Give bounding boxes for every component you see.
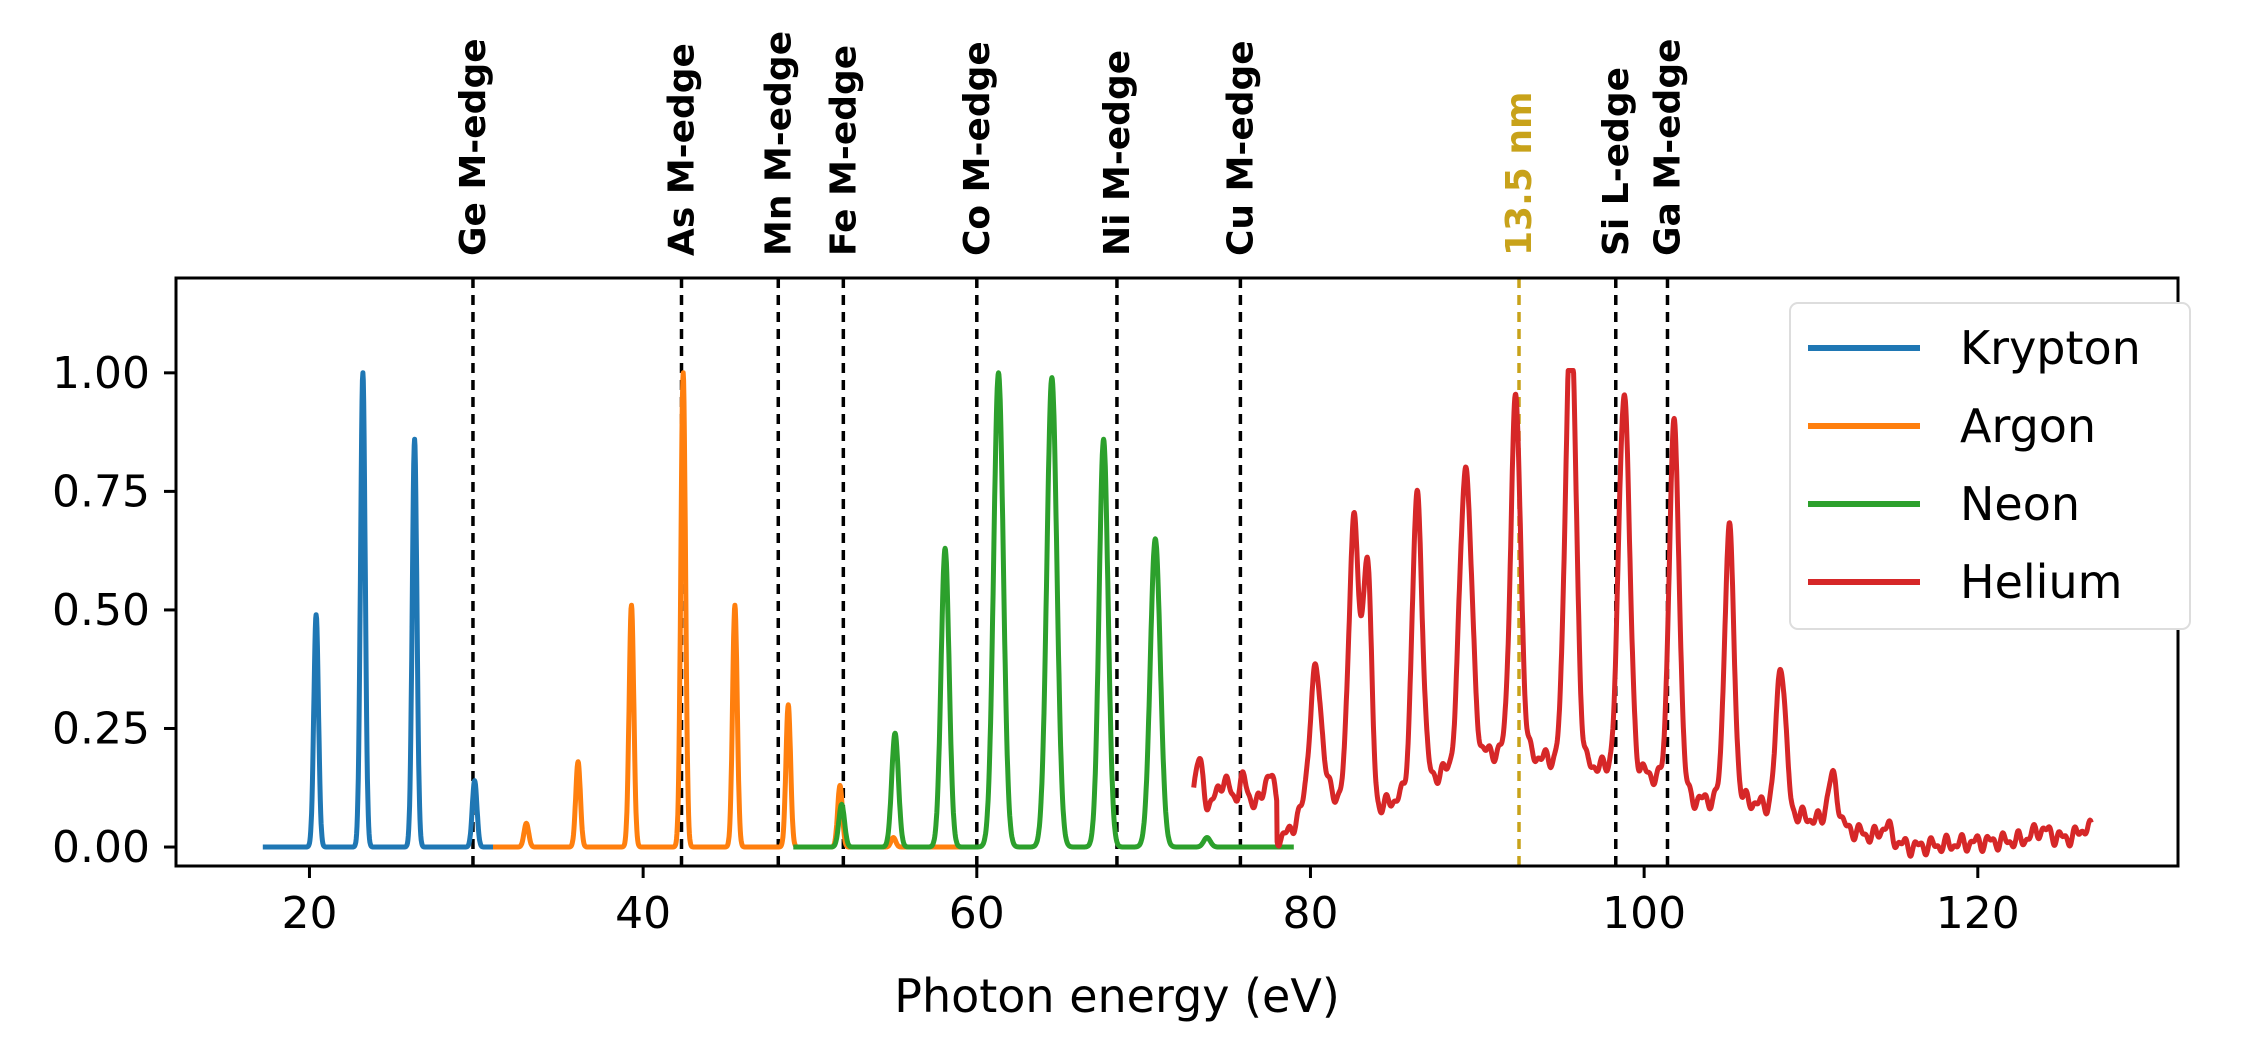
- edge-label-cu-m-edge: Cu M-edge: [1220, 40, 1261, 256]
- series-line-krypton: [260, 370, 496, 850]
- y-axis: 0.00 0.25 0.50 0.75 1.00: [52, 348, 176, 873]
- x-axis: 20 40 60 80 100 120: [281, 866, 2020, 939]
- x-tick-label: 80: [1282, 888, 1338, 939]
- x-tick-label: 40: [615, 888, 671, 939]
- edge-label-13-5-nm: 13.5 nm: [1499, 92, 1540, 257]
- legend-label-helium: Helium: [1960, 555, 2122, 609]
- series-line-helium: [1191, 368, 2094, 859]
- edge-labels: Ge M-edge As M-edge Mn M-edge Fe M-edge Co M…: [453, 31, 1689, 256]
- series-line-neon: [791, 370, 1296, 850]
- legend-label-neon: Neon: [1960, 477, 2080, 531]
- legend-label-krypton: Krypton: [1960, 321, 2141, 375]
- series-line-argon: [490, 370, 979, 850]
- edge-label-si-l-edge: Si L-edge: [1596, 67, 1637, 256]
- y-tick-label: 0.75: [52, 466, 150, 517]
- legend: Krypton Argon Neon Helium: [1789, 302, 2191, 630]
- edge-label-co-m-edge: Co M-edge: [957, 41, 998, 256]
- x-tick-label: 100: [1602, 888, 1686, 939]
- y-tick-label: 1.00: [52, 348, 150, 399]
- edge-label-mn-m-edge: Mn M-edge: [758, 31, 799, 256]
- edge-label-ge-m-edge: Ge M-edge: [453, 38, 494, 256]
- edge-label-ni-m-edge: Ni M-edge: [1097, 50, 1138, 256]
- y-tick-label: 0.25: [52, 703, 150, 754]
- y-tick-label: 0.50: [52, 585, 150, 636]
- edge-label-ga-m-edge: Ga M-edge: [1647, 38, 1688, 256]
- series-group: [260, 368, 2094, 859]
- reference-lines: [471, 278, 1670, 866]
- x-tick-label: 60: [949, 888, 1005, 939]
- legend-box: [1789, 302, 2191, 630]
- x-tick-label: 20: [281, 888, 337, 939]
- y-tick-label: 0.00: [52, 822, 150, 873]
- edge-label-fe-m-edge: Fe M-edge: [823, 45, 864, 256]
- legend-label-argon: Argon: [1960, 399, 2096, 453]
- edge-label-as-m-edge: As M-edge: [662, 43, 703, 256]
- x-axis-title: Photon energy (eV): [894, 969, 1340, 1023]
- x-tick-label: 120: [1936, 888, 2020, 939]
